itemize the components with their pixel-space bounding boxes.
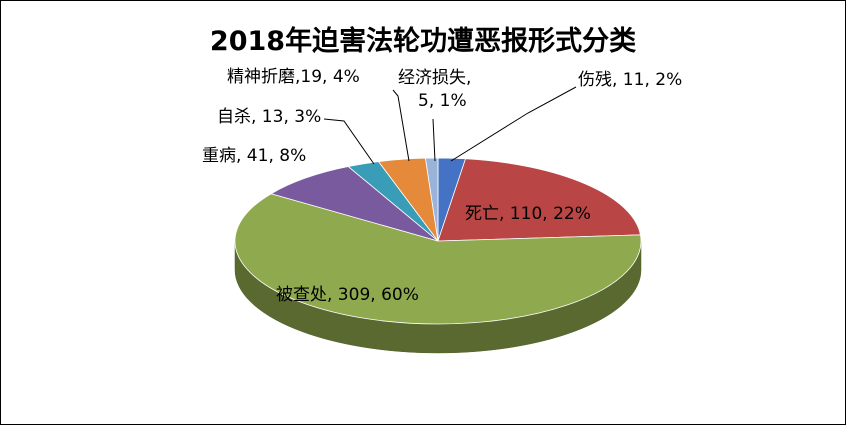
slice-label-line: 5, 1% (418, 91, 467, 111)
slice-label-slice-1: 死亡, 110, 22% (465, 204, 591, 224)
leader-line-slice-6 (432, 118, 436, 162)
slice-label-slice-2: 被查处, 309, 60% (276, 285, 419, 305)
leader-line-slice-0 (450, 86, 577, 162)
slice-label-slice-6: 经济损失, 5, 1% (398, 68, 471, 111)
slice-label-slice-5: 精神折磨,19, 4% (227, 67, 360, 87)
leader-line-slice-5 (392, 89, 410, 162)
chart-title: 2018年迫害法轮功遭恶报形式分类 (209, 26, 637, 57)
slice-labels: 伤残, 11, 2% 死亡, 110, 22% 被查处, 309, 60% 重病, 4… (202, 67, 682, 305)
pie-slice-slice-6 (424, 157, 439, 242)
pie-slice-slice-3 (270, 166, 439, 242)
leader-lines (323, 86, 577, 165)
slice-label-slice-3: 重病, 41, 8% (202, 146, 306, 166)
pie-slice-slice-1 (437, 158, 641, 242)
pie-slice-slice-2 (234, 193, 642, 325)
slice-label-line: 经济损失, (398, 68, 471, 88)
leader-line-slice-4 (323, 118, 375, 165)
pie-tops (234, 157, 642, 325)
slice-label-slice-0: 伤残, 11, 2% (578, 70, 682, 90)
slice-label-slice-4: 自杀, 13, 3% (217, 107, 321, 127)
